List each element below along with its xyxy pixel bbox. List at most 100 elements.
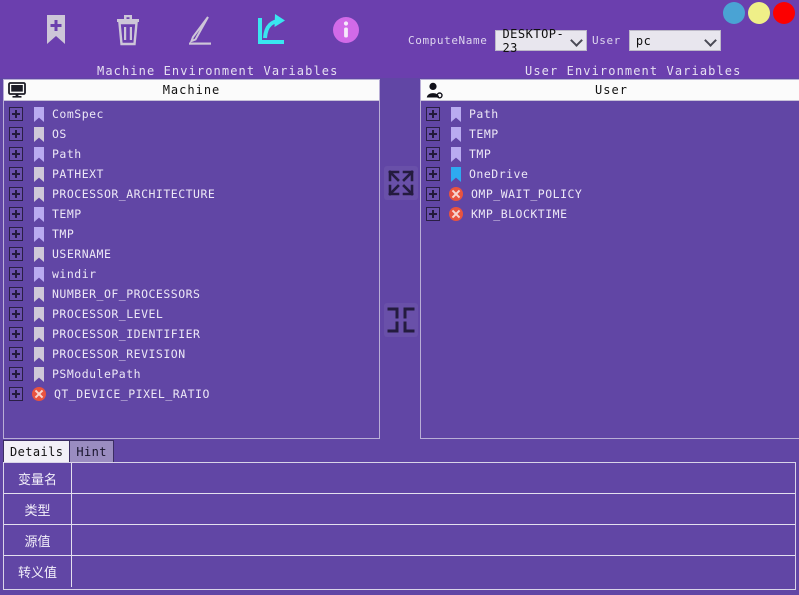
variable-name-label: TMP bbox=[52, 227, 75, 241]
export-button[interactable] bbox=[244, 8, 300, 52]
details-row-value[interactable] bbox=[72, 463, 795, 493]
variable-row[interactable]: OneDrive bbox=[421, 164, 799, 184]
bookmark-icon bbox=[34, 306, 44, 322]
computer-name-group: ComputeName DESKTOP-23 bbox=[408, 27, 588, 55]
collapse-all-button[interactable] bbox=[384, 303, 418, 337]
variable-name-label: Path bbox=[52, 147, 82, 161]
variable-row[interactable]: PROCESSOR_REVISION bbox=[4, 344, 379, 364]
expand-plus-icon[interactable] bbox=[9, 127, 23, 141]
variable-name-label: QT_DEVICE_PIXEL_RATIO bbox=[54, 387, 210, 401]
expand-plus-icon[interactable] bbox=[426, 207, 440, 221]
expand-all-button[interactable] bbox=[384, 166, 418, 200]
variable-name-label: PROCESSOR_IDENTIFIER bbox=[52, 327, 201, 341]
variable-row[interactable]: PROCESSOR_LEVEL bbox=[4, 304, 379, 324]
variable-name-label: KMP_BLOCKTIME bbox=[471, 207, 568, 221]
expand-plus-icon[interactable] bbox=[9, 287, 23, 301]
expand-plus-icon[interactable] bbox=[9, 307, 23, 321]
variable-name-label: Path bbox=[469, 107, 499, 121]
variable-row[interactable]: TMP bbox=[4, 224, 379, 244]
variable-row[interactable]: Path bbox=[4, 144, 379, 164]
expand-plus-icon[interactable] bbox=[9, 347, 23, 361]
expand-plus-icon[interactable] bbox=[426, 167, 440, 181]
variable-name-label: USERNAME bbox=[52, 247, 112, 261]
bookmark-icon bbox=[34, 206, 44, 222]
bookmark-icon bbox=[451, 166, 461, 182]
expand-plus-icon[interactable] bbox=[9, 147, 23, 161]
delete-button[interactable] bbox=[100, 8, 156, 52]
variable-name-label: PROCESSOR_ARCHITECTURE bbox=[52, 187, 216, 201]
close-button[interactable] bbox=[773, 2, 795, 24]
variable-row[interactable]: TEMP bbox=[421, 124, 799, 144]
variable-row[interactable]: OS bbox=[4, 124, 379, 144]
variable-name-label: PROCESSOR_REVISION bbox=[52, 347, 186, 361]
details-row-key: 变量名 bbox=[4, 463, 72, 493]
variable-row[interactable]: TEMP bbox=[4, 204, 379, 224]
variable-name-label: TEMP bbox=[52, 207, 82, 221]
user-panel-title: User bbox=[595, 83, 628, 97]
variable-row[interactable]: ComSpec bbox=[4, 104, 379, 124]
error-icon bbox=[449, 207, 463, 221]
expand-plus-icon[interactable] bbox=[9, 227, 23, 241]
details-row-value[interactable] bbox=[72, 494, 795, 524]
expand-plus-icon[interactable] bbox=[9, 207, 23, 221]
bookmark-icon bbox=[34, 246, 44, 262]
expand-plus-icon[interactable] bbox=[9, 327, 23, 341]
variable-name-label: ComSpec bbox=[52, 107, 104, 121]
bookmark-icon bbox=[34, 326, 44, 342]
details-row-key: 类型 bbox=[4, 494, 72, 524]
maximize-button[interactable] bbox=[748, 2, 770, 24]
expand-plus-icon[interactable] bbox=[426, 127, 440, 141]
add-bookmark-button[interactable] bbox=[28, 8, 84, 52]
expand-plus-icon[interactable] bbox=[426, 187, 440, 201]
variable-row[interactable]: TMP bbox=[421, 144, 799, 164]
expand-plus-icon[interactable] bbox=[9, 167, 23, 181]
variable-row[interactable]: NUMBER_OF_PROCESSORS bbox=[4, 284, 379, 304]
details-row-value[interactable] bbox=[72, 525, 795, 555]
user-select[interactable]: pc bbox=[628, 30, 721, 51]
details-row-key: 转义值 bbox=[4, 556, 72, 587]
variable-row[interactable]: KMP_BLOCKTIME bbox=[421, 204, 799, 224]
chevron-down-icon bbox=[706, 36, 715, 45]
edit-button[interactable] bbox=[172, 8, 228, 52]
bookmark-icon bbox=[451, 106, 461, 122]
variable-row[interactable]: windir bbox=[4, 264, 379, 284]
variable-name-label: OS bbox=[52, 127, 67, 141]
details-row-value[interactable] bbox=[72, 556, 795, 587]
bookmark-icon bbox=[34, 366, 44, 382]
toolbar-icon-group bbox=[0, 8, 400, 56]
expand-arrows-icon bbox=[384, 170, 418, 204]
computer-name-select[interactable]: DESKTOP-23 bbox=[495, 27, 588, 55]
computer-name-label: ComputeName bbox=[408, 34, 488, 47]
variable-row[interactable]: PROCESSOR_IDENTIFIER bbox=[4, 324, 379, 344]
expand-plus-icon[interactable] bbox=[9, 107, 23, 121]
expand-plus-icon[interactable] bbox=[9, 387, 23, 401]
variable-row[interactable]: QT_DEVICE_PIXEL_RATIO bbox=[4, 384, 379, 404]
variable-row[interactable]: PATHEXT bbox=[4, 164, 379, 184]
variable-row[interactable]: Path bbox=[421, 104, 799, 124]
variable-row[interactable]: PROCESSOR_ARCHITECTURE bbox=[4, 184, 379, 204]
bookmark-icon bbox=[34, 146, 44, 162]
expand-plus-icon[interactable] bbox=[9, 187, 23, 201]
expand-plus-icon[interactable] bbox=[426, 147, 440, 161]
tab-details[interactable]: Details bbox=[3, 440, 71, 463]
variable-name-label: TEMP bbox=[469, 127, 499, 141]
monitor-icon bbox=[7, 81, 27, 99]
expand-plus-icon[interactable] bbox=[9, 247, 23, 261]
expand-plus-icon[interactable] bbox=[426, 107, 440, 121]
bookmark-icon bbox=[451, 126, 461, 142]
user-select-value: pc bbox=[635, 33, 652, 48]
variable-row[interactable]: OMP_WAIT_POLICY bbox=[421, 184, 799, 204]
tab-hint[interactable]: Hint bbox=[69, 440, 114, 463]
expand-plus-icon[interactable] bbox=[9, 267, 23, 281]
info-button[interactable] bbox=[318, 8, 374, 52]
expand-plus-icon[interactable] bbox=[9, 367, 23, 381]
bookmark-icon bbox=[34, 126, 44, 142]
minimize-button[interactable] bbox=[723, 2, 745, 24]
machine-panel-title: Machine bbox=[162, 83, 221, 97]
details-row: 变量名 bbox=[4, 463, 795, 494]
variable-row[interactable]: PSModulePath bbox=[4, 364, 379, 384]
variable-row[interactable]: USERNAME bbox=[4, 244, 379, 264]
user-variable-list: Path TEMP TMP OneDrive OMP_WAIT_POLICY KMP_BL… bbox=[421, 101, 799, 224]
details-table: 变量名 类型 源值 转义值 bbox=[3, 462, 796, 590]
